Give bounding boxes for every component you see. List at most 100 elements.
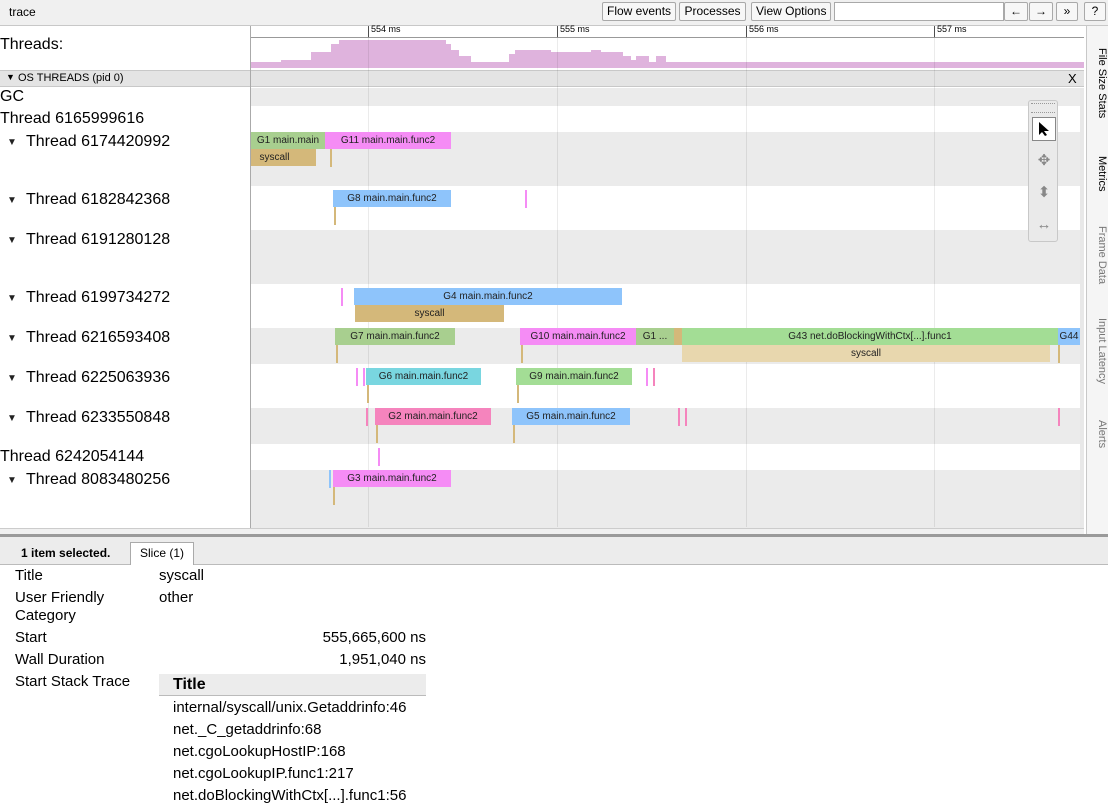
expand-triangle-icon[interactable]: ▼ xyxy=(7,373,17,384)
expand-triangle-icon[interactable]: ▼ xyxy=(7,293,17,304)
slice[interactable]: G7 main.main.func2 xyxy=(335,328,455,345)
slice[interactable]: G1 ... xyxy=(636,328,674,345)
slice[interactable]: G3 main.main.func2 xyxy=(333,470,451,487)
track-label-thread: Thread 6191280128 xyxy=(26,231,171,248)
slice[interactable] xyxy=(525,190,527,208)
tool-palette: ✥ ⬍ ↔ xyxy=(1028,100,1058,242)
ruler-tick xyxy=(368,26,369,37)
stack-frame: net.cgoLookupIP.func1:217 xyxy=(173,765,354,782)
slice[interactable] xyxy=(1058,345,1060,363)
slice[interactable] xyxy=(298,149,316,166)
slice[interactable] xyxy=(378,448,380,466)
slice[interactable] xyxy=(329,470,331,488)
os-threads-header[interactable] xyxy=(0,70,1084,87)
slice[interactable] xyxy=(336,345,338,363)
prev-result-button[interactable]: ← xyxy=(1004,2,1028,21)
grid-line xyxy=(934,27,935,527)
track-label-thread: Thread 6225063936 xyxy=(26,369,171,386)
expand-triangle-icon[interactable]: ▼ xyxy=(7,475,17,486)
trace-title: trace xyxy=(9,5,36,19)
search-input[interactable] xyxy=(834,2,1004,21)
slice[interactable]: syscall xyxy=(355,305,504,322)
palette-drag-handle[interactable] xyxy=(1031,103,1055,113)
slice[interactable]: G10 main.main.func2 xyxy=(520,328,636,345)
slice[interactable] xyxy=(341,288,343,306)
slice[interactable]: G43 net.doBlockingWithCtx[...].func1 xyxy=(682,328,1058,345)
timing-tool-icon[interactable]: ↔ xyxy=(1036,216,1052,233)
slice[interactable] xyxy=(646,368,648,386)
slice[interactable] xyxy=(376,425,378,443)
ruler-label: 554 ms xyxy=(371,24,401,34)
field-label-title: Title xyxy=(15,567,43,584)
slice[interactable]: syscall xyxy=(251,149,298,166)
ruler-tick xyxy=(746,26,747,37)
side-tab-file-size-stats[interactable]: File Size Stats xyxy=(1096,48,1108,119)
slice[interactable]: G9 main.main.func2 xyxy=(516,368,632,385)
collapse-triangle-icon[interactable]: ▼ xyxy=(6,72,15,82)
track-label-thread: Thread 6242054144 xyxy=(0,448,145,465)
slice[interactable]: G8 main.main.func2 xyxy=(333,190,451,207)
slice[interactable]: G1 main.main xyxy=(251,132,325,149)
panel-splitter[interactable] xyxy=(0,534,1108,537)
slice[interactable]: G11 main.main.func2 xyxy=(325,132,451,149)
slice[interactable] xyxy=(685,408,687,426)
slice[interactable]: G5 main.main.func2 xyxy=(512,408,630,425)
expand-triangle-icon[interactable]: ▼ xyxy=(7,235,17,246)
slice[interactable]: syscall xyxy=(682,345,1050,362)
slice[interactable] xyxy=(366,408,368,426)
field-value-start: 555,665,600 ns xyxy=(322,629,426,646)
slice[interactable] xyxy=(521,345,523,363)
horizontal-scrollbar[interactable] xyxy=(0,528,1084,535)
next-result-button[interactable]: → xyxy=(1029,2,1053,21)
slice[interactable] xyxy=(513,425,515,443)
stack-frame: net._C_getaddrinfo:68 xyxy=(173,721,322,738)
expand-triangle-icon[interactable]: ▼ xyxy=(7,137,17,148)
side-panel-tabs xyxy=(1086,26,1108,534)
zoom-tool-icon[interactable]: ⬍ xyxy=(1037,184,1051,201)
slice[interactable] xyxy=(363,368,365,386)
slice[interactable] xyxy=(674,328,682,345)
more-button[interactable]: » xyxy=(1056,2,1078,21)
view-options-button[interactable]: View Options xyxy=(751,2,831,21)
slice[interactable] xyxy=(1058,408,1060,426)
vertical-scrollbar[interactable] xyxy=(1080,88,1084,528)
slice[interactable]: G2 main.main.func2 xyxy=(375,408,491,425)
help-button[interactable]: ? xyxy=(1084,2,1106,21)
ruler-label: 555 ms xyxy=(560,24,590,34)
grid-line xyxy=(368,27,369,527)
slice[interactable]: G6 main.main.func2 xyxy=(366,368,481,385)
select-tool-icon[interactable] xyxy=(1032,117,1056,141)
processes-button[interactable]: Processes xyxy=(679,2,746,21)
side-tab-metrics[interactable]: Metrics xyxy=(1096,156,1108,192)
slice[interactable] xyxy=(678,408,680,426)
track-label-gc: GC xyxy=(0,88,24,105)
slice[interactable] xyxy=(330,149,332,167)
stack-frame: internal/syscall/unix.Getaddrinfo:46 xyxy=(173,699,407,716)
side-tab-frame-data[interactable]: Frame Data xyxy=(1096,226,1108,285)
ruler-tick xyxy=(934,26,935,37)
close-process-button[interactable]: X xyxy=(1068,71,1077,86)
slice[interactable]: G44 xyxy=(1058,328,1080,345)
slice[interactable]: G4 main.main.func2 xyxy=(354,288,622,305)
expand-triangle-icon[interactable]: ▼ xyxy=(7,333,17,344)
tab-slice[interactable]: Slice (1) xyxy=(130,542,194,565)
expand-triangle-icon[interactable]: ▼ xyxy=(7,195,17,206)
pan-tool-icon[interactable]: ✥ xyxy=(1037,152,1051,169)
slice[interactable] xyxy=(367,385,369,403)
flow-events-button[interactable]: Flow events xyxy=(602,2,676,21)
slice[interactable] xyxy=(356,368,358,386)
track-row xyxy=(251,444,1084,470)
slice[interactable] xyxy=(334,207,336,225)
slice[interactable] xyxy=(333,487,335,505)
field-value-category: other xyxy=(159,589,194,606)
stack-column-title: Title xyxy=(173,676,206,693)
slice[interactable] xyxy=(517,385,519,403)
ruler-label: 557 ms xyxy=(937,24,967,34)
side-tab-input-latency[interactable]: Input Latency xyxy=(1096,318,1108,385)
grid-line xyxy=(557,27,558,527)
track-label-thread: Thread 6233550848 xyxy=(26,409,171,426)
expand-triangle-icon[interactable]: ▼ xyxy=(7,413,17,424)
slice[interactable] xyxy=(653,368,655,386)
side-tab-alerts[interactable]: Alerts xyxy=(1096,420,1108,449)
threads-activity-chart xyxy=(251,40,1084,68)
